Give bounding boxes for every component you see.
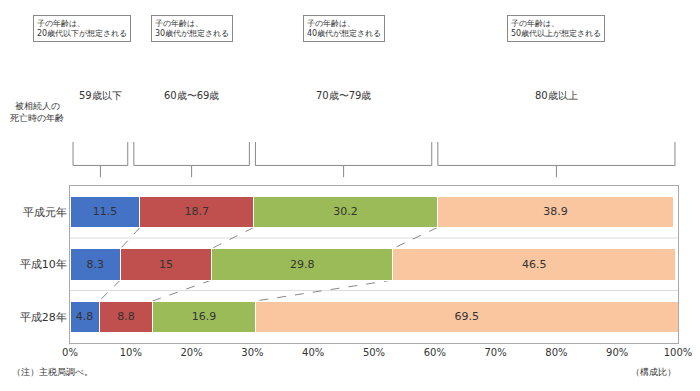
svg-text:（構成比）: （構成比） bbox=[631, 367, 676, 377]
svg-text:0%: 0% bbox=[62, 347, 78, 358]
svg-text:60歳〜69歳: 60歳〜69歳 bbox=[164, 90, 219, 101]
svg-text:60%: 60% bbox=[424, 347, 446, 358]
svg-text:59歳以下: 59歳以下 bbox=[79, 90, 122, 101]
svg-text:被相続人の死亡時の年齢: 被相続人の死亡時の年齢 bbox=[10, 101, 64, 123]
svg-text:69.5: 69.5 bbox=[454, 310, 479, 323]
svg-text:子の年齢は、20歳代以下が想定される: 子の年齢は、20歳代以下が想定される bbox=[37, 19, 127, 38]
svg-text:子の年齢は、30歳代が想定される: 子の年齢は、30歳代が想定される bbox=[155, 19, 229, 38]
svg-text:子の年齢は、50歳代以上が想定される: 子の年齢は、50歳代以上が想定される bbox=[511, 19, 601, 38]
svg-text:30%: 30% bbox=[241, 347, 263, 358]
svg-text:平成10年: 平成10年 bbox=[20, 258, 67, 271]
svg-text:子の年齢は、40歳代が想定される: 子の年齢は、40歳代が想定される bbox=[307, 19, 381, 38]
svg-text:46.5: 46.5 bbox=[522, 258, 547, 271]
svg-text:（注）主税局調べ。: （注）主税局調べ。 bbox=[12, 367, 93, 377]
svg-text:80%: 80% bbox=[545, 347, 567, 358]
svg-text:16.9: 16.9 bbox=[192, 310, 217, 323]
svg-text:70%: 70% bbox=[484, 347, 506, 358]
svg-text:4.8: 4.8 bbox=[76, 310, 94, 323]
svg-text:70歳〜79歳: 70歳〜79歳 bbox=[316, 90, 371, 101]
svg-text:平成元年: 平成元年 bbox=[23, 206, 67, 219]
svg-text:30.2: 30.2 bbox=[333, 205, 358, 218]
svg-text:15: 15 bbox=[159, 258, 173, 271]
svg-text:11.5: 11.5 bbox=[93, 205, 118, 218]
svg-text:90%: 90% bbox=[606, 347, 628, 358]
svg-text:80歳以上: 80歳以上 bbox=[535, 90, 578, 101]
svg-text:50%: 50% bbox=[363, 347, 385, 358]
svg-text:8.3: 8.3 bbox=[86, 258, 104, 271]
svg-text:18.7: 18.7 bbox=[185, 205, 210, 218]
svg-text:20%: 20% bbox=[180, 347, 202, 358]
svg-text:平成28年: 平成28年 bbox=[20, 311, 67, 324]
svg-text:29.8: 29.8 bbox=[290, 258, 315, 271]
svg-text:10%: 10% bbox=[120, 347, 142, 358]
svg-text:8.8: 8.8 bbox=[117, 310, 135, 323]
svg-text:40%: 40% bbox=[302, 347, 324, 358]
svg-text:100%: 100% bbox=[664, 347, 693, 358]
svg-text:38.9: 38.9 bbox=[543, 205, 568, 218]
